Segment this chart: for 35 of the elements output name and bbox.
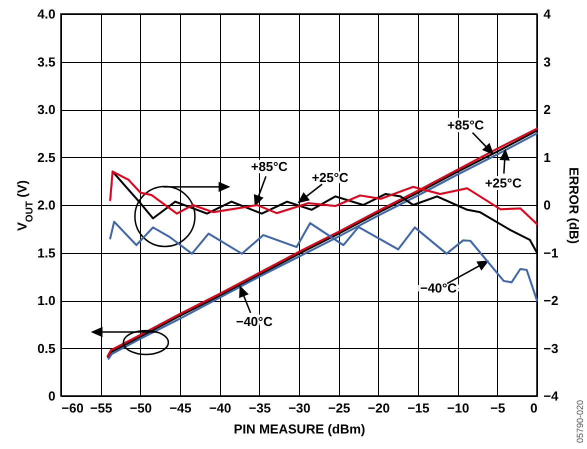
x-tick-label: −5 — [490, 400, 506, 416]
y2-tick-label: −2 — [544, 293, 558, 308]
x-tick-label: −10 — [447, 400, 470, 416]
y-tick-label: 3.5 — [37, 54, 56, 70]
annotation: −40°C — [420, 280, 458, 296]
y2-tick-label: 4 — [544, 6, 552, 22]
x-tick-label: −50 — [130, 400, 152, 416]
y-tick-label: 2.5 — [37, 150, 56, 165]
y2-tick-label: −4 — [544, 388, 560, 404]
y-tick-label: 1.0 — [37, 293, 56, 308]
text: 05790-020 — [575, 400, 585, 444]
y2-tick-label: −1 — [544, 245, 558, 260]
x-tick-label: −20 — [368, 400, 390, 416]
y2-axis-title: ERROR (dB) — [566, 167, 582, 244]
y-tick-label: 1.5 — [37, 245, 56, 260]
x-tick-label: 0 — [530, 400, 538, 416]
y-tick-label: 0 — [48, 388, 56, 404]
x-tick-label: −60 — [62, 400, 84, 416]
y2-tick-label: −3 — [544, 340, 558, 356]
x-tick-label: −55 — [90, 400, 112, 416]
x-tick-label: −30 — [288, 400, 311, 416]
x-tick-label: −40 — [209, 400, 232, 416]
x-tick-label: −35 — [248, 400, 271, 416]
x-tick-label: −45 — [169, 400, 192, 416]
y2-tick-label: 1 — [544, 150, 551, 165]
y2-tick-label: 0 — [544, 198, 551, 212]
y-tick-label: 0.5 — [37, 340, 56, 356]
x-tick-label: −25 — [328, 400, 350, 416]
y2-tick-label: 3 — [544, 54, 551, 70]
y2-tick-label: 2 — [544, 102, 551, 117]
x-axis-title: PIN MEASURE (dBm) — [234, 422, 366, 436]
y-tick-label: 2.0 — [37, 198, 56, 212]
y-tick-label: 3.0 — [37, 102, 56, 117]
x-tick-label: −15 — [407, 400, 430, 416]
y-tick-label: 4.0 — [37, 6, 56, 22]
